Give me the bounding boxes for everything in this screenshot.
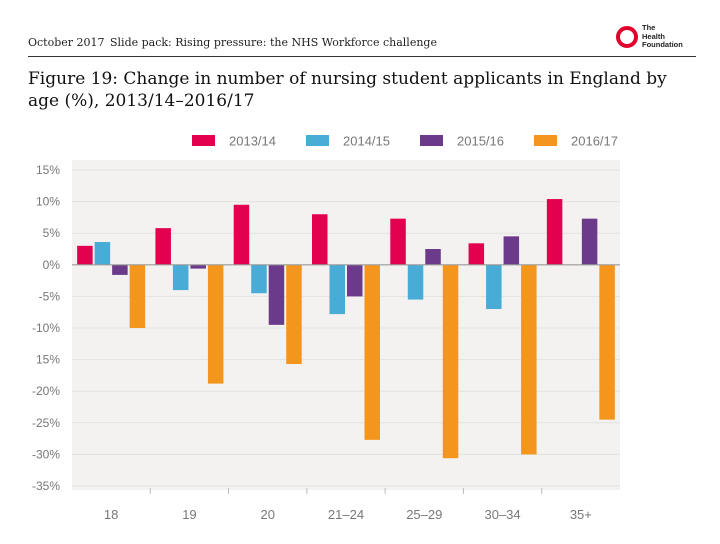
y-tick-label: -25% [32, 416, 60, 430]
logo-line-1: The [642, 23, 656, 32]
health-foundation-logo: The Health Foundation [616, 23, 696, 50]
bar-2015-16-4 [425, 249, 441, 265]
bar-2014-15-2 [251, 264, 267, 294]
y-tick-label: -5% [39, 289, 61, 303]
y-axis: 15% 10% 5% 0% -5% -10% 15% -20% -25% -30% -35% [32, 163, 60, 493]
bar-2016-17-3 [364, 264, 380, 440]
plot-background [72, 160, 620, 490]
bar-2014-15-1 [172, 264, 189, 291]
x-tick-label: 25–29 [406, 507, 442, 522]
bar-2016-17-5 [521, 264, 537, 455]
x-tick-label: 19 [182, 507, 196, 522]
header-slide-pack-title: Slide pack: Rising pressure: the NHS Wor… [110, 36, 437, 49]
bar-2016-17-1 [207, 264, 224, 384]
x-tick-label: 20 [260, 507, 274, 522]
y-tick-label: -10% [32, 321, 60, 335]
bar-2013-14-2 [233, 204, 250, 265]
bar-2016-17-0 [129, 264, 146, 328]
bar-2014-15-0 [94, 242, 111, 265]
legend-label: 2014/15 [343, 134, 390, 149]
x-tick-label: 21–24 [328, 507, 364, 522]
bar-2013-14-3 [312, 214, 328, 265]
bar-2013-14-5 [468, 243, 485, 265]
bar-2014-15-5 [486, 264, 502, 310]
legend-swatch [306, 135, 329, 146]
logo-wordmark: The Health Foundation [642, 23, 683, 50]
legend-swatch [420, 135, 443, 146]
legend-label: 2016/17 [571, 134, 618, 149]
header-divider [28, 56, 696, 57]
legend-label: 2015/16 [457, 134, 504, 149]
logo-ring-icon [616, 26, 638, 48]
y-tick-label: -30% [32, 447, 60, 461]
x-axis: 18 19 20 21–24 25–29 30–34 35+ [104, 488, 592, 522]
bar-2015-16-3 [347, 264, 363, 297]
y-tick-label: 5% [43, 226, 61, 240]
bar-2014-15-3 [329, 264, 345, 315]
figure-title: Figure 19: Change in number of nursing s… [28, 69, 667, 111]
chart-container: 2013/14 2014/15 2015/16 2016/17 15% 10% 5% 0% -… [0, 120, 720, 540]
bar-2014-15-4 [407, 264, 424, 300]
bar-2013-14-1 [155, 228, 171, 265]
bar-2016-17-2 [286, 264, 302, 365]
bar-2013-14-6 [546, 199, 563, 265]
logo-line-2: Health [642, 31, 665, 41]
x-tick-label: 35+ [570, 507, 592, 522]
bar-2015-16-2 [268, 264, 285, 325]
y-tick-label: 15% [36, 353, 60, 367]
legend-swatch [534, 135, 557, 146]
x-tick-label: 30–34 [484, 507, 520, 522]
y-tick-label: 0% [43, 258, 61, 272]
y-tick-label: 15% [36, 163, 60, 177]
slide-header: October 2017 Slide pack: Rising pressure… [28, 36, 696, 57]
bars [77, 199, 615, 459]
bar-2013-14-4 [390, 218, 406, 265]
bar-2015-16-0 [112, 264, 128, 275]
bar-2013-14-0 [77, 245, 93, 265]
legend-swatch [192, 135, 215, 146]
y-tick-label: 10% [36, 195, 60, 209]
chart-legend: 2013/14 2014/15 2015/16 2016/17 [192, 134, 618, 149]
header-date: October 2017 [28, 36, 105, 49]
y-tick-label: -20% [32, 384, 60, 398]
bar-2015-16-1 [190, 264, 206, 269]
y-tick-label: -35% [32, 479, 60, 493]
bar-2015-16-5 [503, 236, 520, 265]
bar-2016-17-4 [442, 264, 459, 459]
bar-chart: 2013/14 2014/15 2015/16 2016/17 15% 10% 5% 0% -… [32, 134, 620, 522]
legend-label: 2013/14 [229, 134, 276, 149]
logo-line-3: Foundation [642, 40, 683, 49]
bar-2015-16-6 [581, 218, 598, 265]
x-tick-label: 18 [104, 507, 118, 522]
bar-2016-17-6 [599, 264, 615, 420]
